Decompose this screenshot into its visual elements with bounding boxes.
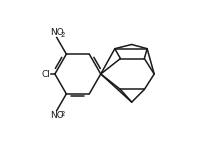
Text: Cl: Cl — [41, 70, 50, 78]
Text: 2: 2 — [61, 32, 65, 38]
Text: NO: NO — [50, 28, 63, 37]
Text: 2: 2 — [61, 111, 65, 117]
Text: NO: NO — [50, 111, 63, 120]
